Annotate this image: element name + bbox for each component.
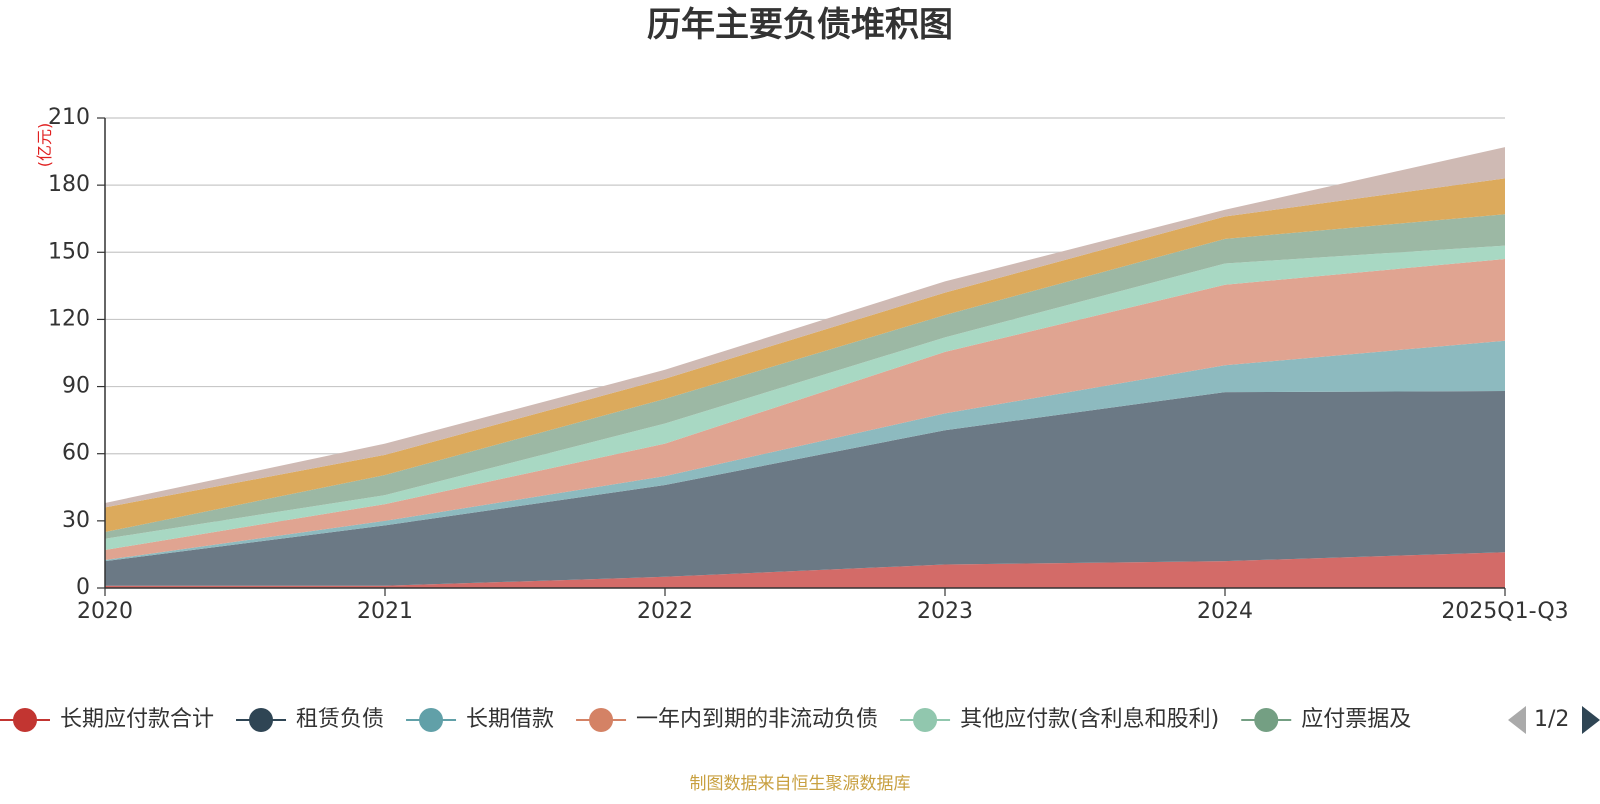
legend-label: 长期应付款合计: [60, 707, 214, 732]
x-tick-label: 2020: [77, 599, 133, 624]
area-series-5[interactable]: [105, 214, 1505, 539]
legend-marker-icon: [13, 708, 37, 732]
legend-marker-icon: [1254, 708, 1279, 732]
x-tick-label: 2024: [1197, 599, 1253, 624]
y-tick-label: 30: [62, 508, 90, 533]
legend-item-1[interactable]: 租赁负债: [236, 707, 384, 732]
x-tick-label: 2022: [637, 599, 693, 624]
legend-item-4[interactable]: 其他应付款(含利息和股利): [900, 707, 1219, 732]
legend-prev-page-icon[interactable]: [1508, 706, 1526, 734]
chart-title: 历年主要负债堆积图: [647, 5, 953, 45]
source-note: 制图数据来自恒生聚源数据库: [690, 774, 911, 794]
area-layer: [105, 147, 1505, 588]
y-tick-label: 0: [76, 575, 90, 600]
legend-next-page-icon[interactable]: [1582, 706, 1600, 734]
area-series-4[interactable]: [105, 245, 1505, 550]
legend-label: 其他应付款(含利息和股利): [960, 707, 1219, 732]
legend: 长期应付款合计 租赁负债 长期借款 一年内到期的非流动负债 其他应付款(含利息和股利) 应…: [0, 707, 1411, 732]
x-tick-label: 2021: [357, 599, 413, 624]
legend-marker-icon: [249, 708, 274, 732]
area-series-1[interactable]: [105, 391, 1505, 586]
legend-label: 长期借款: [466, 707, 554, 732]
y-tick-label: 210: [48, 105, 90, 130]
legend-item-0[interactable]: 长期应付款合计: [0, 707, 214, 732]
area-series-6[interactable]: [105, 178, 1505, 533]
area-series-0[interactable]: [105, 552, 1505, 588]
area-series-2[interactable]: [105, 340, 1505, 562]
y-tick-label: 90: [62, 374, 90, 399]
y-tick-label: 60: [62, 441, 90, 466]
legend-item-2[interactable]: 长期借款: [406, 707, 554, 732]
legend-marker-icon: [419, 708, 444, 732]
legend-label: 一年内到期的非流动负债: [636, 707, 878, 732]
y-axis-unit-label: (亿元): [35, 123, 54, 168]
legend-item-3[interactable]: 一年内到期的非流动负债: [576, 707, 878, 732]
legend-marker-icon: [913, 708, 938, 732]
x-tick-label: 2023: [917, 599, 973, 624]
area-series-7[interactable]: [105, 147, 1505, 508]
y-tick-label: 180: [48, 172, 90, 197]
x-tick-label: 2025Q1-Q3: [1441, 599, 1568, 624]
axis-layer: 0 30 60 90 120 150 180 210 2020 2021 2022 2023 2024 2…: [48, 105, 1569, 624]
legend-item-5[interactable]: 应付票据及: [1241, 707, 1411, 732]
legend-label: 租赁负债: [296, 707, 384, 732]
legend-label: 应付票据及: [1301, 707, 1411, 732]
legend-page-indicator: 1/2: [1534, 707, 1569, 732]
area-series-3[interactable]: [105, 259, 1505, 561]
legend-marker-icon: [589, 708, 614, 732]
y-tick-label: 150: [48, 239, 90, 264]
y-tick-label: 120: [48, 306, 90, 331]
